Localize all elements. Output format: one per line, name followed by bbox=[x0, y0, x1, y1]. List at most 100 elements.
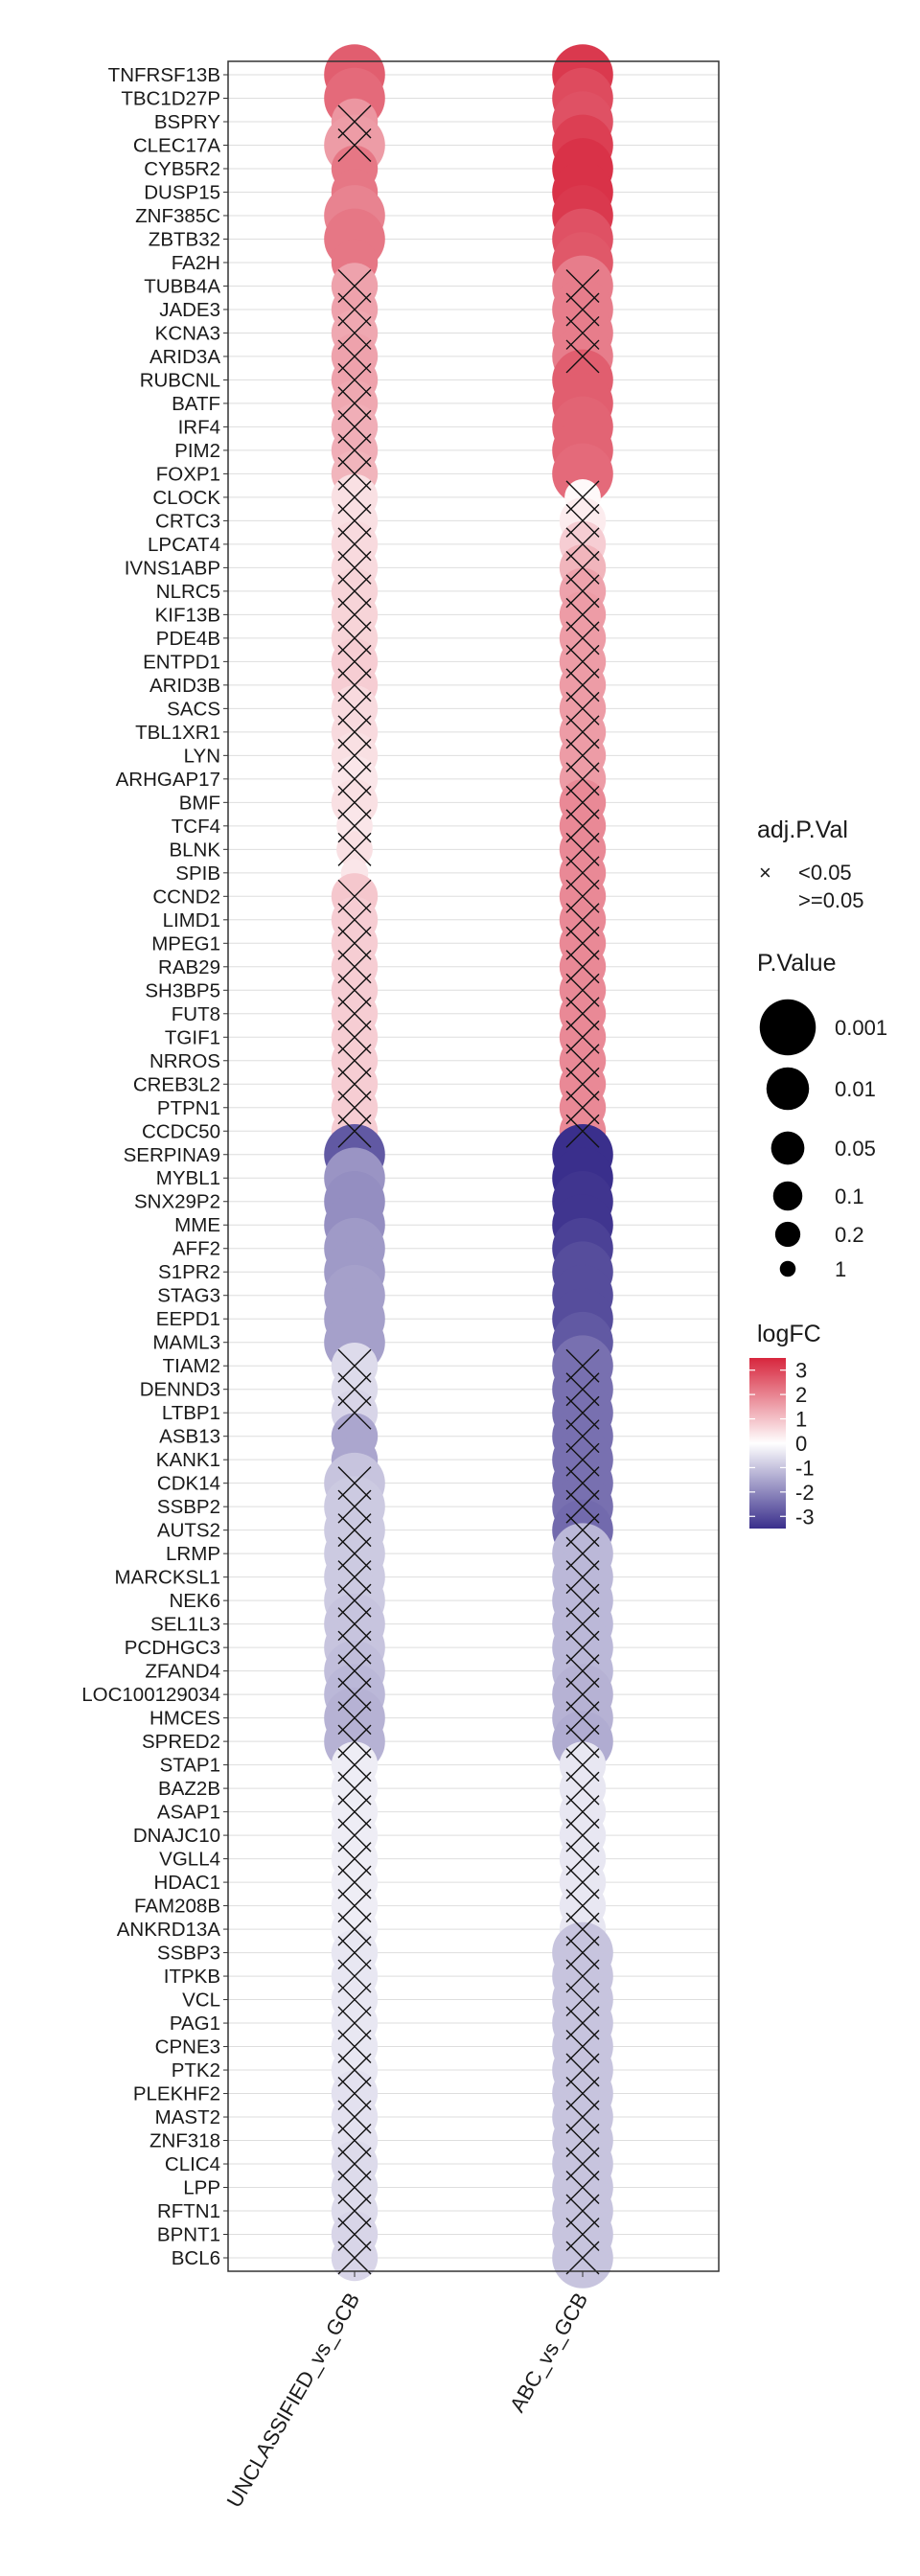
significance-cross bbox=[565, 1959, 600, 1993]
y-tick-label: LYN bbox=[184, 745, 220, 767]
significance-cross bbox=[337, 1654, 372, 1689]
y-tick-label: PTK2 bbox=[172, 2059, 220, 2082]
y-tick-label: PCDHGC3 bbox=[125, 1637, 220, 1659]
y-tick-label: S1PR2 bbox=[158, 1261, 220, 1283]
y-tick-label: ZBTB32 bbox=[149, 228, 220, 250]
significance-cross bbox=[565, 1654, 600, 1689]
colorbar-label: -3 bbox=[795, 1505, 815, 1529]
y-tick-label: PIM2 bbox=[174, 440, 220, 462]
significance-cross bbox=[337, 1959, 372, 1993]
y-tick-label: ARID3A bbox=[150, 346, 220, 368]
y-tick-label: SEL1L3 bbox=[150, 1614, 220, 1636]
significance-cross bbox=[337, 386, 372, 421]
significance-cross bbox=[337, 1889, 372, 1923]
significance-cross bbox=[565, 292, 600, 327]
significance-cross bbox=[337, 1842, 372, 1876]
significance-cross bbox=[337, 762, 372, 796]
y-tick-label: VGLL4 bbox=[159, 1849, 220, 1871]
y-tick-label: STAP1 bbox=[160, 1755, 220, 1777]
y-tick-label: HMCES bbox=[150, 1708, 220, 1730]
y-tick-label: DENND3 bbox=[140, 1379, 220, 1401]
colorbar-label: 0 bbox=[795, 1432, 807, 1456]
significance-cross bbox=[337, 1489, 372, 1524]
y-tick-label: FOXP1 bbox=[156, 463, 220, 485]
significance-cross bbox=[565, 1865, 600, 1899]
significance-cross bbox=[337, 315, 372, 350]
significance-cross bbox=[565, 668, 600, 702]
significance-cross bbox=[337, 1724, 372, 1759]
significance-cross bbox=[337, 550, 372, 585]
significance-cross bbox=[337, 1513, 372, 1548]
legend-size-dot bbox=[774, 1221, 801, 1248]
y-tick-label: KIF13B bbox=[155, 604, 220, 626]
significance-cross bbox=[565, 1442, 600, 1477]
colorbar-label: 1 bbox=[795, 1408, 807, 1432]
significance-cross bbox=[565, 715, 600, 749]
legend-size-dot bbox=[779, 1260, 796, 1277]
y-tick-label: BCL6 bbox=[172, 2247, 220, 2269]
y-tick-label: PLEKHF2 bbox=[133, 2083, 220, 2105]
significance-cross bbox=[337, 433, 372, 468]
significance-cross bbox=[565, 527, 600, 562]
y-tick-label: SACS bbox=[167, 698, 220, 720]
y-tick-label: BMF bbox=[179, 792, 220, 814]
significance-cross bbox=[565, 2171, 600, 2205]
significance-cross bbox=[565, 1818, 600, 1852]
significance-cross bbox=[565, 2147, 600, 2181]
significance-cross bbox=[337, 503, 372, 538]
significance-cross bbox=[565, 1724, 600, 1759]
legend-size-label: 0.01 bbox=[835, 1077, 876, 1101]
significance-cross bbox=[565, 1889, 600, 1923]
legend-title-logfc: logFC bbox=[757, 1321, 821, 1347]
significance-cross bbox=[565, 809, 600, 843]
significance-cross bbox=[565, 691, 600, 725]
legend-size-label: 0.1 bbox=[835, 1184, 864, 1208]
significance-cross bbox=[565, 1912, 600, 1946]
y-tick-label: ITPKB bbox=[164, 1966, 220, 1988]
significance-cross bbox=[565, 1748, 600, 1782]
significance-cross bbox=[565, 1419, 600, 1454]
significance-cross bbox=[565, 574, 600, 609]
y-tick-label: SSBP2 bbox=[157, 1496, 220, 1518]
y-tick-label: EEPD1 bbox=[156, 1308, 220, 1330]
y-tick-label: IRF4 bbox=[178, 416, 220, 438]
y-tick-label: LRMP bbox=[166, 1543, 220, 1565]
significance-cross bbox=[337, 2241, 372, 2275]
y-tick-label: SSBP3 bbox=[157, 1943, 220, 1965]
significance-cross bbox=[337, 2194, 372, 2228]
y-tick-label: TGIF1 bbox=[165, 1026, 220, 1048]
y-tick-label: TBL1XR1 bbox=[135, 722, 220, 744]
significance-cross bbox=[337, 2030, 372, 2064]
significance-cross bbox=[565, 1630, 600, 1665]
y-tick-label: CRTC3 bbox=[155, 510, 220, 532]
y-tick-label: NRROS bbox=[150, 1050, 220, 1072]
y-tick-label: JADE3 bbox=[159, 299, 220, 321]
significance-cross bbox=[337, 668, 372, 702]
legend-shape-label-ge: >=0.05 bbox=[798, 888, 864, 912]
y-tick-label: DUSP15 bbox=[144, 181, 220, 203]
significance-cross bbox=[337, 527, 372, 562]
y-tick-label: FUT8 bbox=[172, 1003, 220, 1025]
colorbar-label: -1 bbox=[795, 1456, 815, 1480]
y-tick-label: SH3BP5 bbox=[145, 979, 220, 1001]
y-tick-label: TCF4 bbox=[172, 816, 220, 838]
y-tick-label: LPP bbox=[183, 2177, 220, 2199]
significance-cross bbox=[337, 785, 372, 819]
dots bbox=[324, 44, 613, 2288]
y-tick-label: AFF2 bbox=[172, 1238, 220, 1260]
significance-cross bbox=[565, 2030, 600, 2064]
legend: adj.P.Val × <0.05 >=0.05 P.Value 0.0010.… bbox=[749, 816, 887, 1529]
y-tick-label: CYB5R2 bbox=[144, 158, 220, 180]
significance-cross bbox=[337, 997, 372, 1031]
significance-cross bbox=[337, 2077, 372, 2111]
significance-cross bbox=[565, 1466, 600, 1501]
significance-cross bbox=[337, 1818, 372, 1852]
significance-cross bbox=[565, 950, 600, 984]
y-tick-label: RAB29 bbox=[158, 956, 220, 978]
y-tick-label: STAG3 bbox=[157, 1285, 220, 1307]
legend-shape-label-lt: <0.05 bbox=[798, 861, 852, 885]
y-tick-label: PAG1 bbox=[170, 2012, 220, 2035]
significance-cross bbox=[337, 292, 372, 327]
legend-colorbar bbox=[749, 1358, 786, 1529]
significance-cross bbox=[565, 2194, 600, 2228]
